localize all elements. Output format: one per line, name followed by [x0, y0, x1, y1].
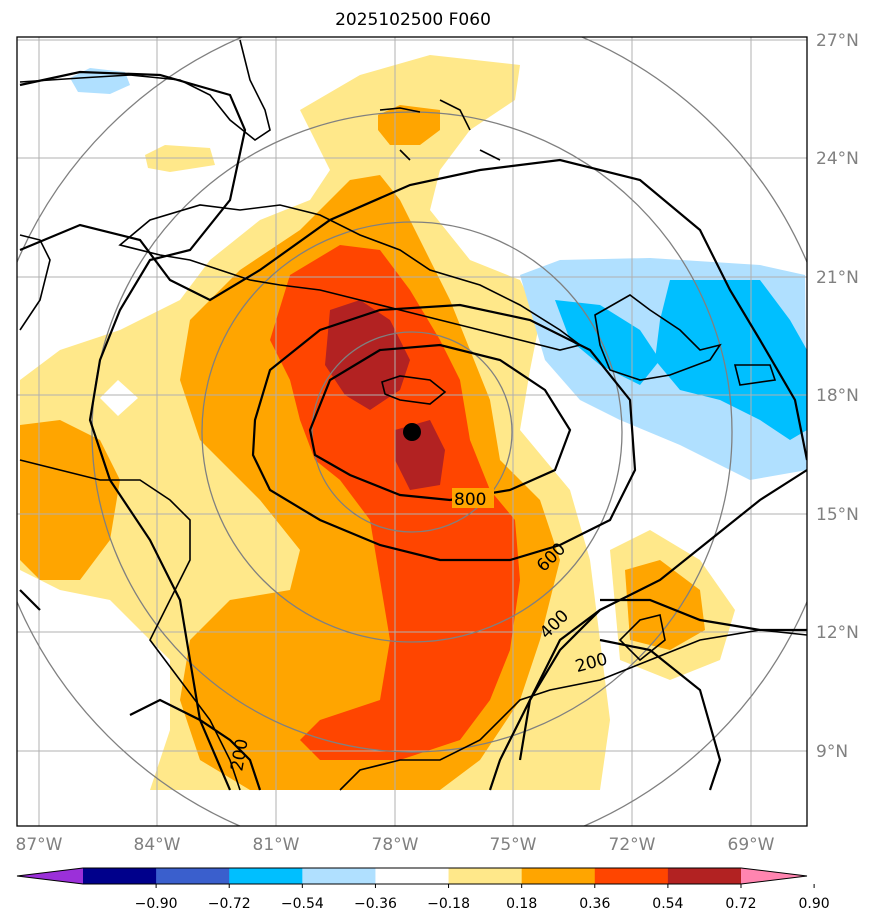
coast-central-america [19, 459, 241, 791]
plot-area: 800 600 400 200 200 [17, 37, 807, 826]
lon-label: 75°W [490, 835, 537, 855]
colorbar-extend-high [741, 868, 807, 884]
range-ring [201, 221, 623, 643]
colorbar-tick-label: −0.36 [354, 896, 397, 912]
colorbar-tick-label: 0.54 [652, 896, 683, 912]
shade-sky-blue-east [655, 280, 807, 440]
colorbar-swatch [521, 868, 596, 884]
shading-layer [20, 55, 807, 790]
colorbar-swatch [229, 868, 303, 884]
lon-label: 78°W [372, 835, 419, 855]
range-ring [91, 111, 733, 753]
colorbar-swatch [667, 868, 742, 884]
range-rings [17, 37, 807, 826]
coast-puerto-rico [733, 364, 777, 386]
lon-axis: 87°W 84°W 81°W 78°W 75°W 72°W 69°W [16, 835, 775, 855]
colorbar-extend-low [17, 868, 83, 884]
colorbar-tick-label: 0.72 [725, 896, 756, 912]
lon-label: 84°W [134, 835, 181, 855]
shade-white-pocket [100, 380, 138, 416]
colorbar-swatch [375, 868, 450, 884]
colorbar-swatch [594, 868, 669, 884]
lat-label: 27°N [816, 31, 859, 51]
coast-south-america [339, 629, 807, 791]
colorbar-swatch [302, 868, 376, 884]
shade-light-blue-north [70, 68, 130, 94]
lat-label: 18°N [816, 386, 859, 406]
colorbar-swatch [156, 868, 230, 884]
map-title: 2025102500 F060 [335, 10, 491, 30]
lat-label: 21°N [816, 268, 859, 288]
colorbar-tick-label: 0.18 [506, 896, 537, 912]
contour-800 [308, 343, 572, 502]
contour-200-south [129, 698, 262, 791]
coast-hispaniola [594, 294, 722, 381]
lon-label: 69°W [728, 835, 775, 855]
colorbar-swatch [448, 868, 523, 884]
shade-orange-west [20, 420, 120, 580]
graticule [17, 37, 807, 826]
coast-florida [19, 39, 271, 141]
colorbar-outline [16, 867, 808, 885]
coast-lesser-antilles [618, 614, 666, 662]
coast-cuba [118, 204, 582, 351]
lat-axis: 27°N 24°N 21°N 18°N 15°N 12°N 9°N [816, 31, 859, 762]
lat-label: 12°N [816, 623, 859, 643]
lat-label: 24°N [816, 149, 859, 169]
coast-bahamas [379, 99, 501, 161]
contour-label-bg [452, 488, 494, 508]
colorbar-tick-label: −0.90 [135, 896, 178, 912]
coast-yucatan [19, 234, 51, 331]
coastlines [19, 39, 807, 791]
colorbar-tick-label: −0.72 [208, 896, 251, 912]
shade-dark-red-north [325, 300, 410, 410]
coast-jamaica [381, 375, 447, 405]
lon-label: 72°W [609, 835, 656, 855]
contours [19, 70, 807, 791]
colorbar-tick-label: −0.54 [281, 896, 324, 912]
range-ring [311, 331, 513, 533]
lon-label: 87°W [16, 835, 63, 855]
shade-orange-north [378, 105, 440, 145]
contour-label-800: 800 [454, 490, 486, 510]
map-frame [16, 36, 808, 827]
colorbar-labels: −0.90 −0.72 −0.54 −0.36 −0.18 0.18 0.36 0.54 0.7… [135, 884, 830, 912]
contour-200-east [518, 609, 601, 761]
contour-200 [19, 70, 807, 791]
lat-label: 9°N [816, 742, 848, 762]
colorbar-tick-label: 0.90 [799, 896, 830, 912]
lat-label: 15°N [816, 505, 859, 525]
colorbar [16, 867, 808, 885]
shade-sky-blue [555, 300, 660, 385]
colorbar-tick-label: 0.36 [579, 896, 610, 912]
lon-label: 81°W [253, 835, 300, 855]
colorbar-swatch [83, 868, 157, 884]
contour-600 [251, 303, 637, 562]
colorbar-tick-label: −0.18 [427, 896, 470, 912]
storm-center-marker [403, 423, 421, 441]
